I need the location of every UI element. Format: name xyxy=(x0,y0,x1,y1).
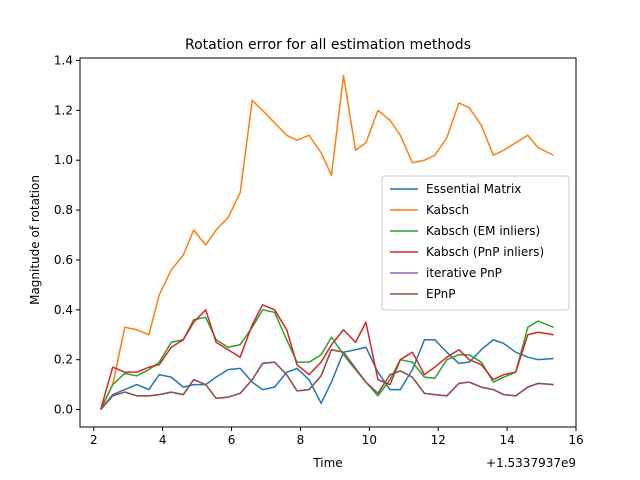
legend: Essential Matrix Kabsch Kabsch (EM inliers… xyxy=(381,175,570,311)
x-tick-label-2: 6 xyxy=(228,433,236,447)
legend-label-2: Kabsch (EM inliers) xyxy=(426,224,540,238)
plot-area: 2 4 6 8 10 12 14 16 0.0 0.2 0.4 0.6 0.8 1.0 1.2 1.4 xyxy=(54,53,584,447)
x-tick-label-1: 4 xyxy=(159,433,167,447)
y-tick-label-2: 0.4 xyxy=(54,303,73,317)
legend-label-5: EPnP xyxy=(426,287,455,301)
legend-label-3: Kabsch (PnP inliers) xyxy=(426,245,544,259)
y-tick-label-3: 0.6 xyxy=(54,253,73,267)
series-line-2 xyxy=(99,309,554,410)
axes-frame xyxy=(79,57,577,428)
y-tick-label-1: 0.2 xyxy=(54,353,73,367)
series-line-3 xyxy=(99,304,554,410)
y-tick-label-7: 1.4 xyxy=(54,53,73,67)
series-line-5 xyxy=(100,348,554,411)
x-tick-label-5: 12 xyxy=(431,433,446,447)
series-line-1 xyxy=(99,74,554,410)
x-tick-label-0: 2 xyxy=(90,433,98,447)
legend-label-0: Essential Matrix xyxy=(426,182,521,196)
chart-title: Rotation error for all estimation method… xyxy=(185,37,471,53)
y-tick-label-0: 0.0 xyxy=(54,403,73,417)
y-axis-label: Magnitude of rotation xyxy=(28,175,42,305)
y-tick-label-5: 1.0 xyxy=(54,153,73,167)
x-tick-label-7: 16 xyxy=(568,433,583,447)
legend-label-1: Kabsch xyxy=(426,203,469,217)
legend-box xyxy=(381,175,570,311)
y-tick-label-6: 1.2 xyxy=(54,103,73,117)
series-line-0 xyxy=(100,338,554,411)
x-tick-label-4: 10 xyxy=(362,433,377,447)
x-offset-label: +1.5337937e9 xyxy=(486,456,576,470)
y-tick-label-4: 0.8 xyxy=(54,203,73,217)
x-axis-label: Time xyxy=(312,456,342,470)
x-tick-label-6: 14 xyxy=(499,433,514,447)
legend-label-4: iterative PnP xyxy=(426,266,502,280)
x-tick-label-3: 8 xyxy=(297,433,305,447)
